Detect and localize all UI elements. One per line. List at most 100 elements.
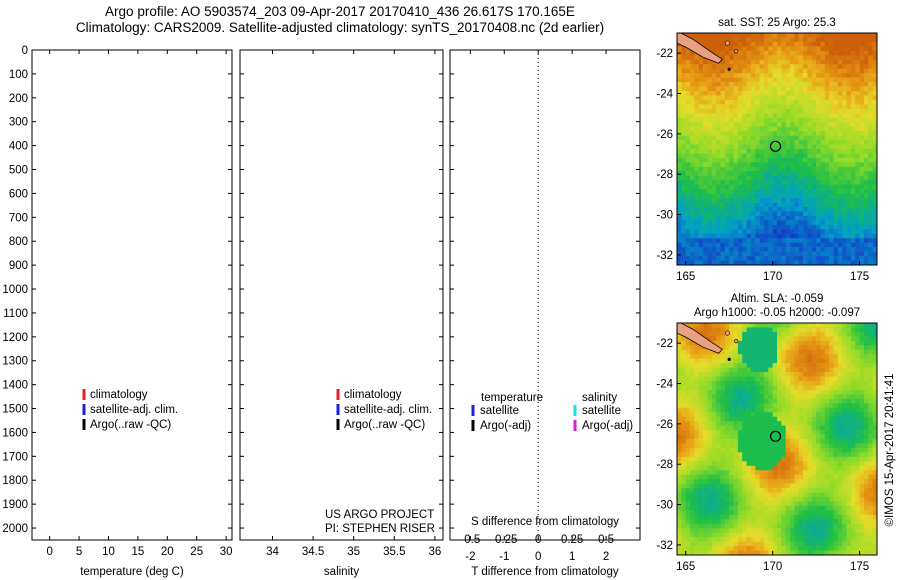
sla-map-cell bbox=[733, 398, 739, 404]
sst-map-cell bbox=[703, 131, 708, 136]
sst-map-cell bbox=[872, 224, 877, 230]
sla-map-cell bbox=[855, 447, 860, 453]
sla-map-cell bbox=[750, 474, 756, 480]
sla-map-cell bbox=[759, 497, 765, 502]
sst-map-cell bbox=[716, 68, 721, 74]
sst-map-cell bbox=[681, 117, 686, 123]
sla-map-cell bbox=[785, 497, 791, 502]
sst-map-cell bbox=[803, 86, 808, 92]
sla-map-cell bbox=[824, 443, 830, 449]
sla-map-cell bbox=[724, 550, 730, 555]
sst-map-cell bbox=[863, 198, 869, 203]
sla-map-cell bbox=[733, 523, 739, 529]
sst-map-cell bbox=[837, 144, 843, 150]
sla-map-cell bbox=[768, 421, 773, 426]
sst-map-cell bbox=[729, 55, 734, 61]
sla-map-cell bbox=[777, 456, 782, 462]
sla-map-cell bbox=[742, 363, 747, 368]
sst-map-cell bbox=[742, 202, 747, 208]
sla-map-cell bbox=[690, 474, 695, 480]
sst-map-cell bbox=[811, 104, 817, 110]
sst-map-cell bbox=[855, 220, 860, 226]
sst-map-cell bbox=[720, 37, 726, 43]
sst-map-cell bbox=[750, 193, 756, 199]
sst-map-cell bbox=[872, 126, 877, 132]
sla-map-cell bbox=[807, 430, 813, 435]
sst-map-cell bbox=[759, 64, 765, 69]
sst-map-cell bbox=[794, 233, 800, 239]
sla-map-cell bbox=[737, 447, 743, 453]
sst-map-cell bbox=[798, 166, 804, 172]
sla-map-cell bbox=[781, 421, 786, 426]
sla-map-cell bbox=[768, 461, 773, 467]
sla-map-cell bbox=[707, 492, 713, 498]
sla-map-cell bbox=[690, 492, 695, 498]
sla-map-cell bbox=[703, 443, 708, 449]
sst-map-cell bbox=[842, 82, 847, 87]
sla-map-cell bbox=[677, 519, 682, 525]
sla-map-cell bbox=[803, 425, 808, 431]
sst-map-cell bbox=[763, 229, 769, 235]
sla-map-cell bbox=[772, 403, 778, 409]
sla-map-cell bbox=[785, 488, 791, 493]
sla-map-cell bbox=[729, 514, 734, 520]
sla-map-cell bbox=[733, 452, 739, 458]
sst-map-cell bbox=[798, 104, 804, 110]
sla-map-cell bbox=[711, 416, 717, 422]
sst-map-cell bbox=[742, 135, 747, 141]
sst-map-cell bbox=[742, 238, 747, 243]
sst-map-cell bbox=[716, 162, 721, 168]
sla-map-cell bbox=[685, 385, 691, 391]
sst-map-cell bbox=[755, 33, 760, 38]
sla-map-cell bbox=[768, 425, 773, 431]
sla-map-cell bbox=[807, 439, 813, 444]
sla-map-cell bbox=[842, 505, 847, 511]
sst-map-cell bbox=[868, 68, 873, 74]
sst-map-cell bbox=[777, 41, 782, 47]
sst-map-cell bbox=[724, 149, 730, 154]
sla-map-cell bbox=[798, 497, 804, 502]
sst-map-cell bbox=[846, 113, 852, 119]
sla-map-cell bbox=[772, 483, 778, 489]
sla-map-cell bbox=[694, 537, 700, 542]
sla-map-cell bbox=[703, 510, 708, 516]
sst-map-cell bbox=[781, 41, 786, 47]
sst-map-land bbox=[677, 33, 723, 64]
sst-map-cell bbox=[716, 77, 721, 83]
sla-map-cell bbox=[820, 412, 826, 417]
sla-map-cell bbox=[837, 452, 843, 458]
sla-map-cell bbox=[746, 483, 752, 489]
sla-map-cell bbox=[759, 385, 765, 391]
sst-map-cell bbox=[798, 64, 804, 69]
sst-map-cell bbox=[681, 64, 686, 69]
sla-map-cell bbox=[781, 528, 786, 533]
sst-map-cell bbox=[846, 189, 852, 194]
sla-map-cell bbox=[816, 367, 821, 373]
sla-map-cell bbox=[798, 456, 804, 462]
sla-map-cell bbox=[829, 398, 834, 404]
sst-map-cell bbox=[820, 99, 826, 105]
sst-map-cell bbox=[859, 207, 865, 212]
sst-map-cell bbox=[785, 247, 791, 252]
sst-map-cell bbox=[807, 140, 813, 145]
sla-map-cell bbox=[755, 523, 760, 529]
sst-map-cell bbox=[690, 220, 695, 226]
sla-map-cell bbox=[816, 323, 821, 328]
sla-map-cell bbox=[859, 505, 865, 511]
sst-map-cell bbox=[798, 193, 804, 199]
sst-map-cell bbox=[733, 95, 739, 101]
sst-map-cell bbox=[842, 193, 847, 199]
sst-map-cell bbox=[729, 207, 734, 212]
sla-map-cell bbox=[807, 349, 813, 355]
sst-map-cell bbox=[820, 59, 826, 65]
sst-map-cell bbox=[798, 189, 804, 194]
sla-map-cell bbox=[742, 412, 747, 417]
sst-map-cell bbox=[742, 126, 747, 132]
sst-map-cell bbox=[807, 153, 813, 159]
sst-map-cell bbox=[811, 260, 817, 265]
sla-map-cell bbox=[781, 443, 786, 449]
sla-map-cell bbox=[703, 456, 708, 462]
sst-map-cell bbox=[707, 207, 713, 212]
sla-map-cell bbox=[698, 514, 704, 520]
sla-map-cell bbox=[707, 385, 713, 391]
